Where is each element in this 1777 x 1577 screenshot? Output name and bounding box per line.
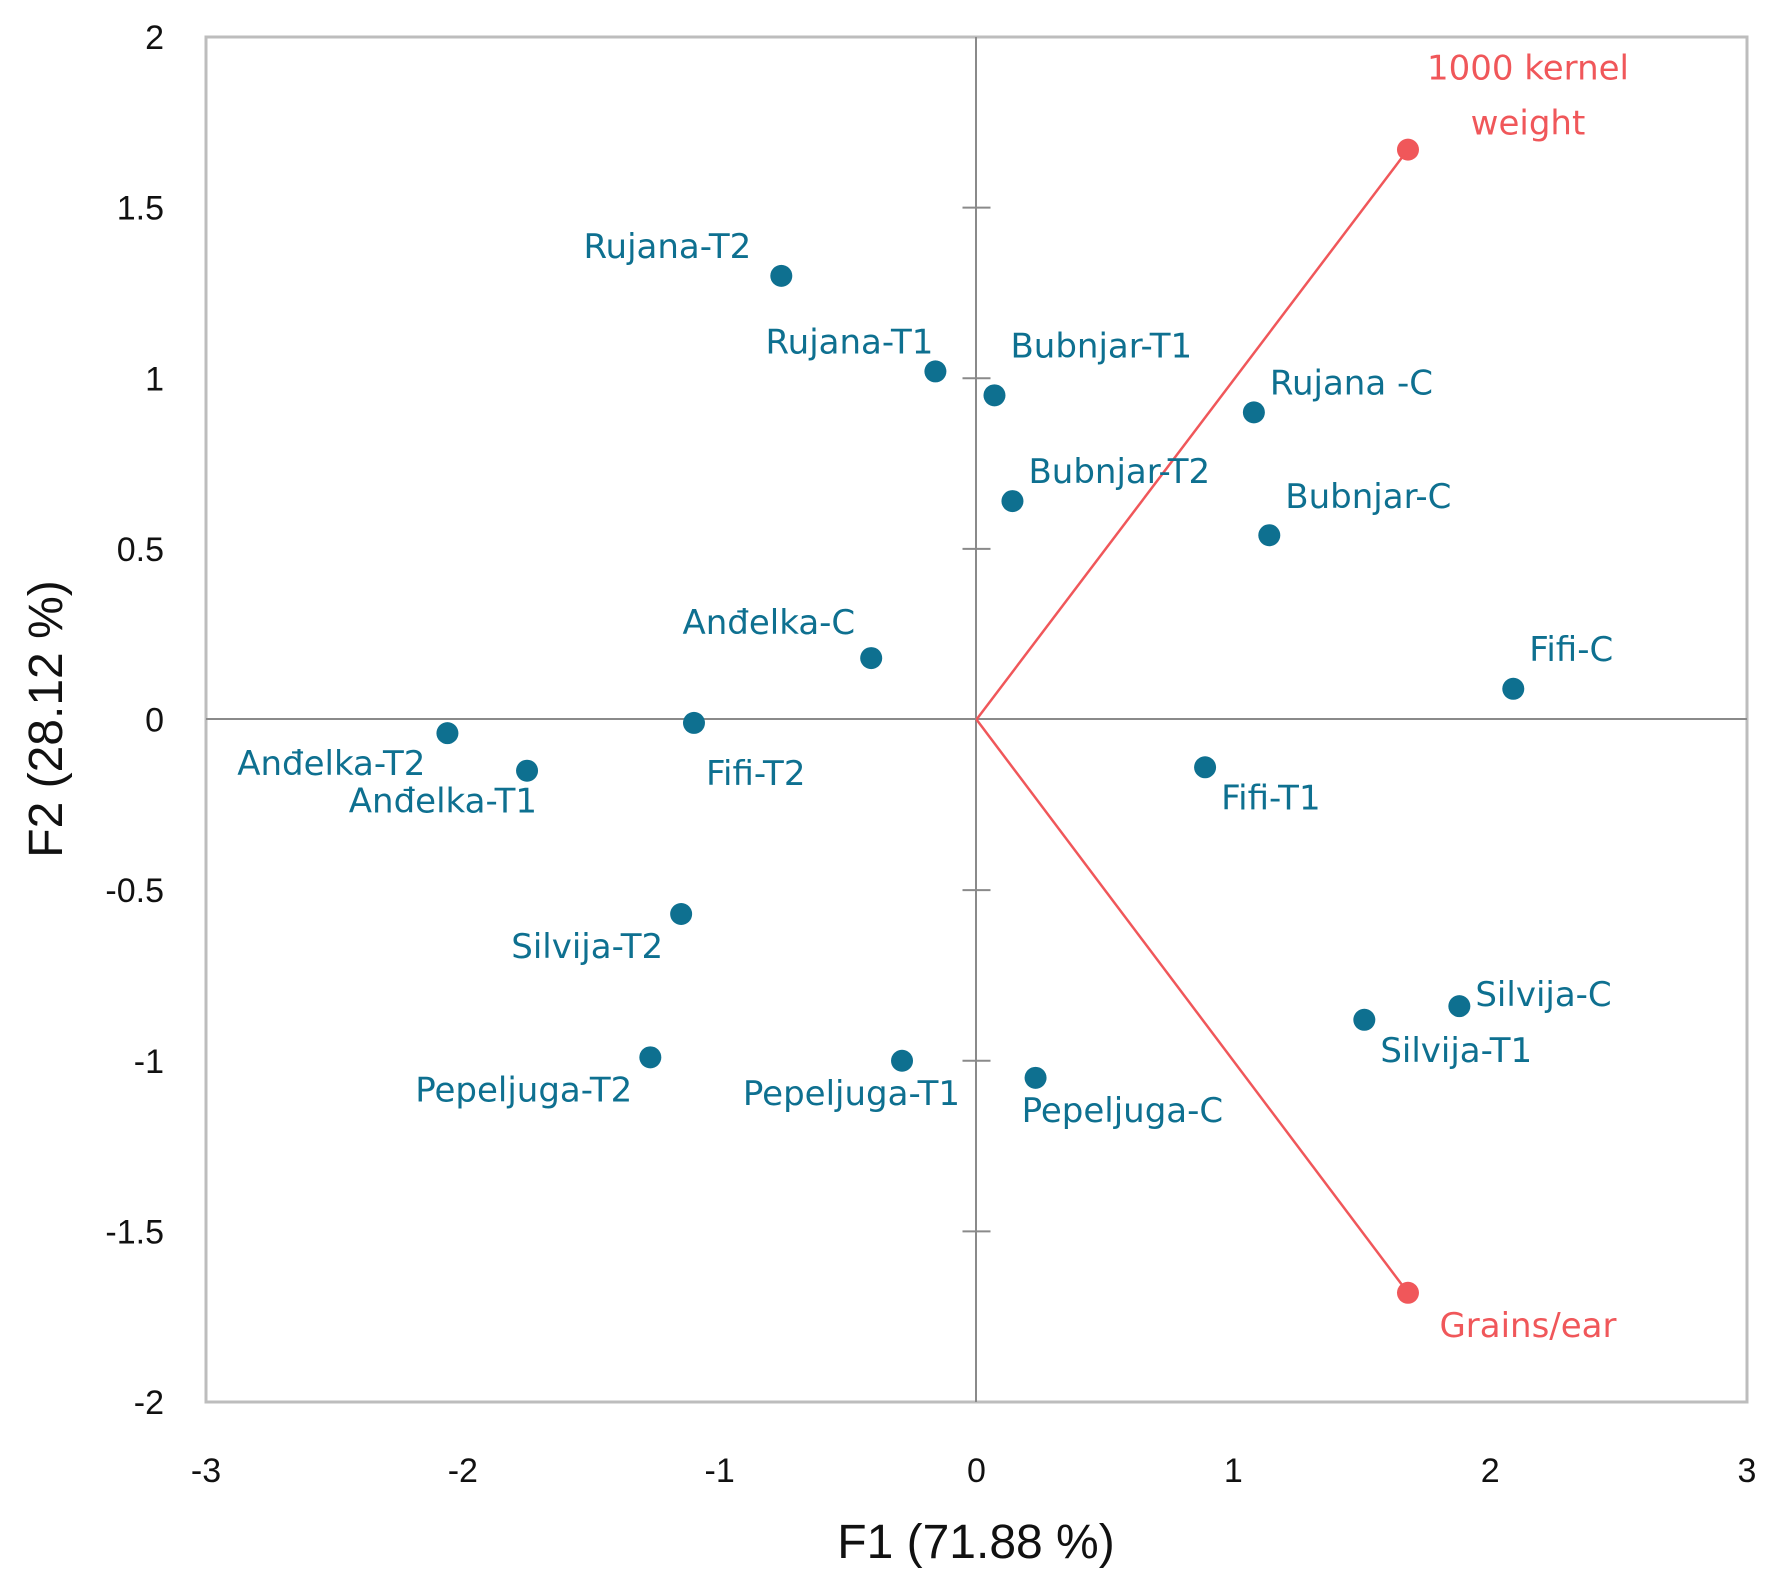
x-tick-label: -2: [448, 1452, 478, 1490]
observation-point: [1001, 490, 1024, 513]
y-tick-marks: [962, 206, 991, 1233]
observation-label: Rujana -C: [1270, 363, 1433, 403]
observation-label: Anđelka-C: [682, 603, 855, 643]
observation-label: Fifi-T2: [706, 754, 806, 794]
y-tick-label: 1: [145, 360, 164, 398]
observation-point: [1448, 995, 1471, 1018]
observation-label: Silvija-T1: [1380, 1031, 1532, 1071]
observation-label: Pepeljuga-T2: [415, 1070, 632, 1110]
observation-point: [770, 264, 793, 287]
observation-label: Bubnjar-C: [1285, 477, 1451, 517]
observation-point: [516, 759, 539, 782]
y-tick-label: 0.5: [117, 531, 164, 569]
x-tick-label: -3: [191, 1452, 221, 1490]
variable-label-line: 1000 kernel: [1427, 49, 1629, 89]
y-tick-label: -1: [134, 1043, 164, 1081]
observation-point: [682, 711, 705, 734]
observation-label: Silvija-C: [1475, 975, 1611, 1015]
observation-point: [670, 903, 693, 926]
x-axis-title: F1 (71.88 %): [837, 1516, 1114, 1569]
observation-label: Bubnjar-T2: [1028, 452, 1210, 492]
x-tick-label: 3: [1738, 1452, 1757, 1490]
y-tick-label: 0: [145, 702, 164, 740]
variable-label: Grains/ear: [1439, 1306, 1616, 1346]
observation-point: [1024, 1066, 1047, 1089]
observation-point: [639, 1046, 662, 1069]
y-tick-label: -1.5: [105, 1213, 164, 1251]
observation-point: [1258, 524, 1281, 547]
x-tick-label: 0: [967, 1452, 986, 1490]
variable-vector-point: [1396, 1281, 1419, 1304]
y-tick-label: 1.5: [117, 190, 164, 228]
observation-point: [436, 722, 459, 745]
variable-vectors: [975, 138, 1419, 1304]
observation-label: Fifi-C: [1529, 630, 1613, 670]
y-tick-label: -0.5: [105, 872, 164, 910]
y-tick-label: -2: [134, 1384, 164, 1422]
observation-label: Pepeljuga-C: [1022, 1091, 1224, 1131]
observation-label: Anđelka-T1: [349, 782, 537, 822]
observation-label: Pepeljuga-T1: [743, 1074, 960, 1114]
observation-point: [860, 647, 883, 670]
x-tick-label: -1: [705, 1452, 735, 1490]
y-tick-label: 2: [145, 19, 164, 57]
observation-point: [1194, 756, 1217, 779]
variable-labels: 1000 kernel weight Grains/ear: [1427, 49, 1629, 1346]
observation-point: [1353, 1008, 1376, 1031]
observation-points: [436, 264, 1525, 1089]
observation-label: Fifi-T1: [1221, 778, 1321, 818]
variable-vector-point: [1396, 138, 1419, 161]
variable-vector-line: [975, 718, 1409, 1294]
observation-point: [1242, 401, 1265, 424]
y-axis-title: F2 (28.12 %): [20, 580, 73, 857]
observation-labels: Rujana-T2 Rujana-T1 Bubnjar-T1 Rujana -C Bub…: [237, 227, 1613, 1131]
observation-point: [891, 1049, 914, 1072]
x-tick-labels: -3 -2 -1 0 1 2 3: [191, 1452, 1757, 1490]
variable-label-line: Grains/ear: [1439, 1306, 1616, 1346]
variable-label-line: weight: [1471, 104, 1586, 144]
variable-label: 1000 kernel weight: [1427, 49, 1629, 144]
observation-label: Rujana-T2: [583, 227, 751, 267]
observation-label: Rujana-T1: [766, 322, 934, 362]
observation-label: Bubnjar-T1: [1010, 326, 1192, 366]
observation-label: Anđelka-T2: [237, 744, 425, 784]
observation-point: [924, 360, 947, 383]
observation-point: [1502, 677, 1525, 700]
y-tick-labels: 2 1.5 1 0.5 0 -0.5 -1 -1.5 -2: [105, 19, 164, 1422]
x-tick-label: 2: [1481, 1452, 1500, 1490]
observation-label: Silvija-T2: [511, 927, 663, 967]
x-tick-label: 1: [1224, 1452, 1243, 1490]
variable-vector-line: [975, 148, 1409, 721]
observation-point: [983, 384, 1006, 407]
